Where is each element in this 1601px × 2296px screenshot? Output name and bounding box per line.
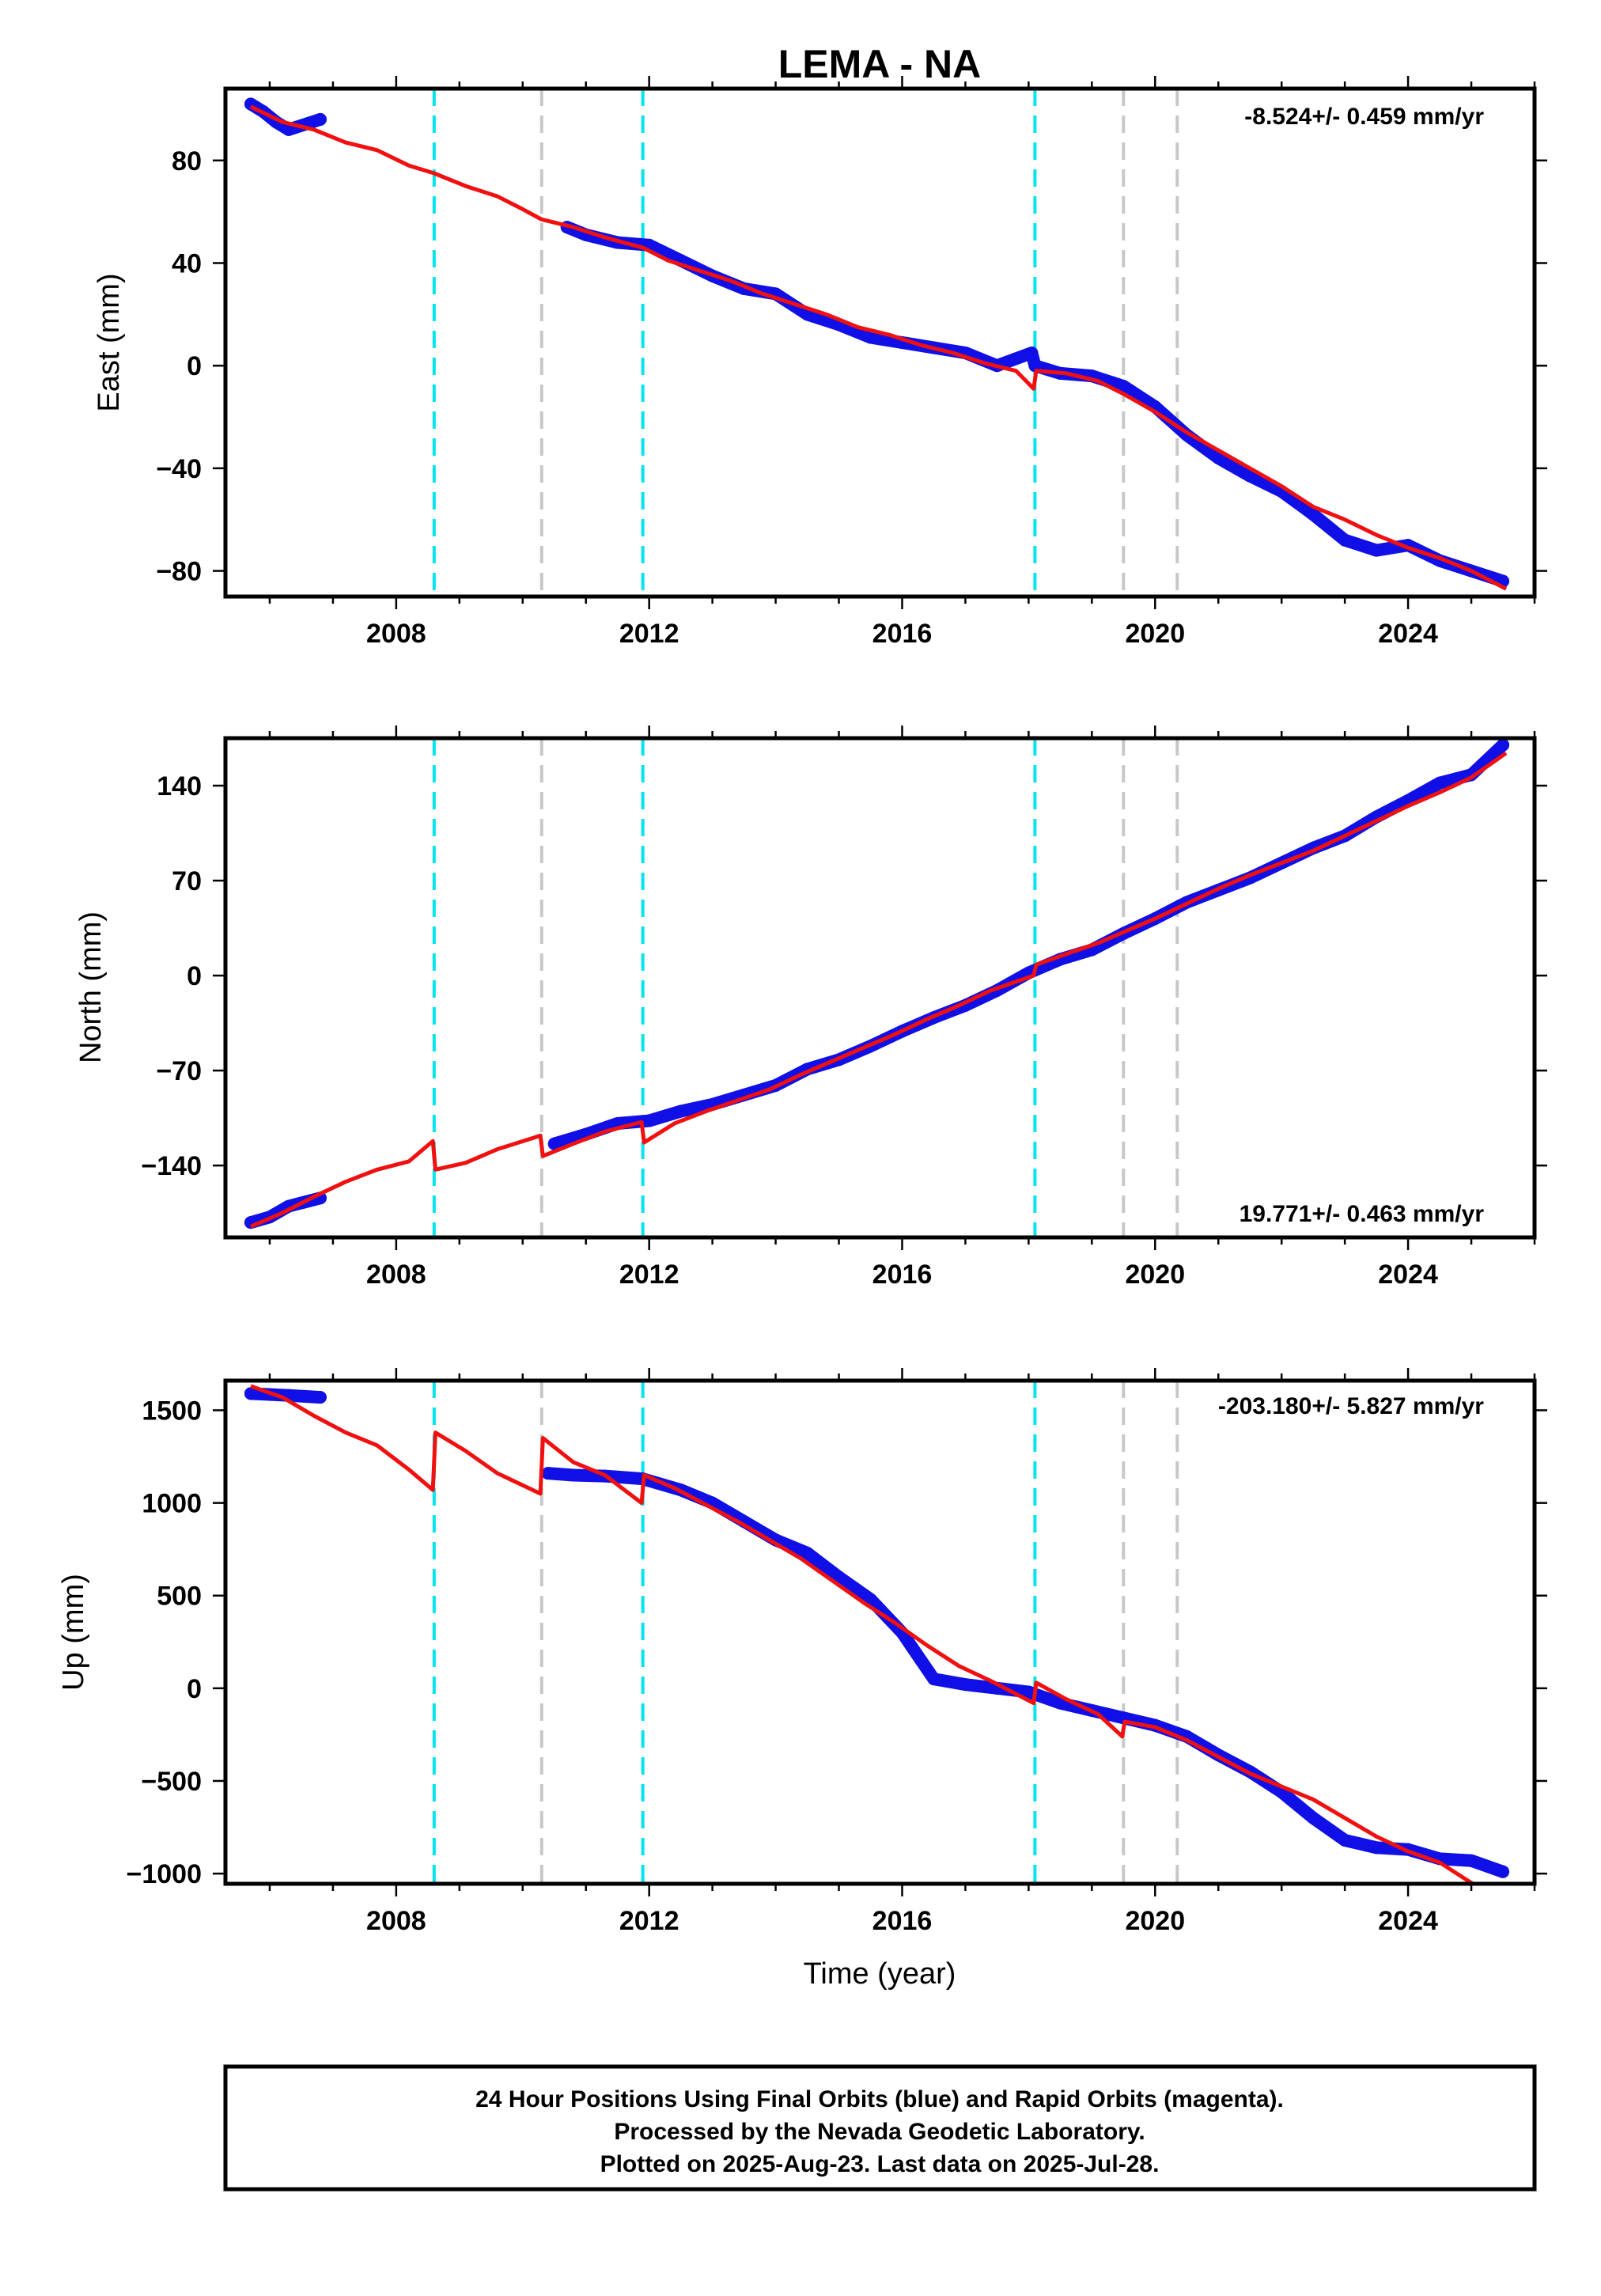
y-tick-label: 40 xyxy=(172,248,202,278)
x-tick-label: 2024 xyxy=(1378,619,1438,649)
observed-track xyxy=(541,1467,1510,1878)
observed-point xyxy=(1117,380,1130,393)
observed-track xyxy=(547,738,1510,1150)
ticks-north: −140 −70 0 70 140 2008 2012 2016 2020 2024 xyxy=(141,726,1547,1290)
observed-point xyxy=(832,1570,846,1584)
x-tick-label: 2008 xyxy=(366,619,426,649)
observed-point xyxy=(1497,1865,1510,1878)
y-tick-label: 140 xyxy=(157,771,202,801)
observed-point xyxy=(1465,1854,1478,1867)
y-tick-label: −70 xyxy=(156,1056,202,1086)
x-tick-label: 2016 xyxy=(872,619,933,649)
rate-label-east: -8.524+/- 0.459 mm/yr xyxy=(1244,104,1484,130)
x-tick-label: 2020 xyxy=(1125,619,1185,649)
axes-frame-east xyxy=(223,86,1537,599)
observed-point xyxy=(864,331,877,344)
observed-point xyxy=(566,1468,580,1482)
observed-point xyxy=(800,1546,814,1559)
observed-point xyxy=(1338,533,1352,547)
x-tick-label: 2016 xyxy=(872,1906,933,1936)
y-tick-label: 70 xyxy=(172,866,202,896)
panel-east: −80 −40 0 40 80 2008 2012 2016 2020 2024 East (mm… xyxy=(93,76,1547,649)
y-tick-label: −140 xyxy=(141,1151,202,1181)
x-tick-label: 2024 xyxy=(1378,1260,1438,1290)
observed-point xyxy=(244,1216,257,1229)
observed-point xyxy=(1025,346,1039,359)
observed-point xyxy=(1370,544,1383,557)
observed-point xyxy=(282,123,295,136)
caption-line-3: Plotted on 2025-Aug-23. Last data on 202… xyxy=(600,2151,1160,2177)
plot-area-north xyxy=(244,738,1510,1237)
x-tick-label: 2020 xyxy=(1125,1906,1185,1936)
observed-point xyxy=(927,1673,941,1686)
x-tick-label: 2008 xyxy=(366,1260,426,1290)
observed-point xyxy=(1243,469,1257,483)
observed-point xyxy=(1028,359,1042,373)
observed-point xyxy=(914,1654,928,1667)
observed-point xyxy=(1054,1696,1067,1710)
observed-point xyxy=(1338,1833,1352,1847)
rate-label-north: 19.771+/- 0.463 mm/yr xyxy=(1240,1201,1485,1227)
y-axis-label-up: Up (mm) xyxy=(57,1574,90,1691)
y-tick-label: 80 xyxy=(172,146,202,176)
observed-point xyxy=(1307,1811,1320,1824)
y-tick-label: −40 xyxy=(156,454,202,484)
x-tick-label: 2020 xyxy=(1125,1260,1185,1290)
panel-up: −1000 −500 0 500 1000 1500 2008 2012 2016 2020 202… xyxy=(57,1368,1547,1936)
y-axis-label-east: East (mm) xyxy=(93,273,126,411)
y-tick-label: 0 xyxy=(187,1674,202,1704)
observed-point xyxy=(1212,451,1225,464)
model-line xyxy=(249,751,1508,1229)
y-axis-label-north: North (mm) xyxy=(74,911,108,1063)
y-tick-label: 500 xyxy=(157,1582,202,1612)
model-line xyxy=(249,104,1508,591)
observed-point xyxy=(1307,508,1320,521)
x-axis-label: Time (year) xyxy=(804,1957,956,1991)
x-tick-label: 2008 xyxy=(366,1906,426,1936)
plot-area-up xyxy=(244,1381,1510,1884)
y-tick-label: −1000 xyxy=(127,1859,202,1889)
axes-frame-north xyxy=(223,736,1537,1240)
x-tick-label: 2016 xyxy=(872,1260,933,1290)
observed-point xyxy=(1022,1685,1035,1699)
y-tick-label: −80 xyxy=(156,557,202,587)
rate-label-up: -203.180+/- 5.827 mm/yr xyxy=(1218,1393,1484,1419)
observed-point xyxy=(547,1137,561,1150)
chart-title: LEMA - NA xyxy=(778,42,981,86)
caption-line-2: Processed by the Nevada Geodetic Laborat… xyxy=(614,2119,1145,2145)
observed-point xyxy=(1433,776,1447,790)
panel-north: −140 −70 0 70 140 2008 2012 2016 2020 2024 North … xyxy=(74,726,1547,1290)
y-tick-label: 1500 xyxy=(142,1396,202,1426)
x-tick-label: 2012 xyxy=(619,1260,679,1290)
observed-point xyxy=(642,1114,656,1127)
y-tick-label: 0 xyxy=(187,351,202,381)
axes-frame-up xyxy=(223,1378,1537,1886)
observed-point xyxy=(541,1467,554,1480)
y-tick-label: −500 xyxy=(141,1767,202,1797)
model-line xyxy=(250,1384,1478,1884)
x-tick-label: 2012 xyxy=(619,619,679,649)
observed-point xyxy=(864,1593,877,1606)
caption-box: 24 Hour Positions Using Final Orbits (bl… xyxy=(223,2064,1537,2192)
y-tick-label: 1000 xyxy=(142,1489,202,1519)
observed-point xyxy=(674,1104,687,1118)
caption-line-1: 24 Hour Positions Using Final Orbits (bl… xyxy=(475,2086,1284,2112)
observed-point xyxy=(959,1678,972,1692)
observed-point xyxy=(313,112,327,126)
observed-point xyxy=(1370,1841,1383,1855)
observed-point xyxy=(313,1391,327,1404)
ticks-east: −80 −40 0 40 80 2008 2012 2016 2020 2024 xyxy=(156,76,1547,649)
x-tick-label: 2024 xyxy=(1378,1906,1438,1936)
plot-area-east xyxy=(244,89,1510,597)
observed-point xyxy=(244,1387,257,1400)
observed-point xyxy=(1497,738,1510,752)
y-tick-label: 0 xyxy=(187,961,202,991)
ticks-up: −1000 −500 0 500 1000 1500 2008 2012 2016 2020 202… xyxy=(127,1368,1547,1936)
x-tick-label: 2012 xyxy=(619,1906,679,1936)
